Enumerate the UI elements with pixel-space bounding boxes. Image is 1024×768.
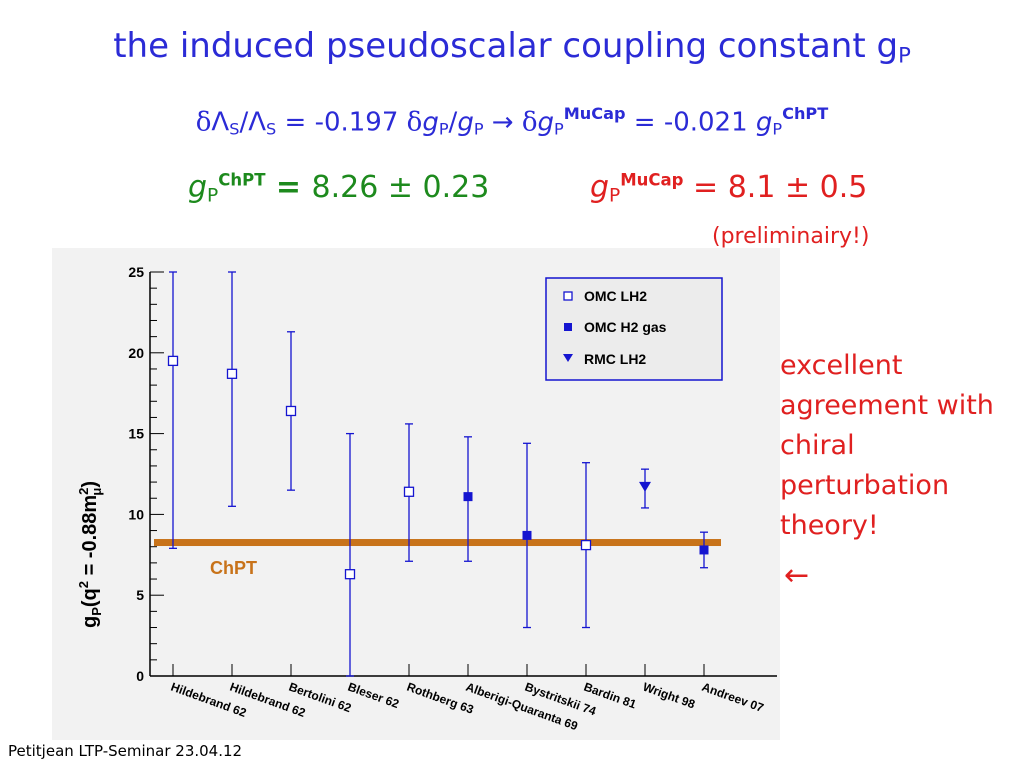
y-tick-label: 10 bbox=[128, 506, 144, 522]
legend-omc-lh2: OMC LH2 bbox=[584, 288, 647, 304]
data-point-filled-square bbox=[522, 530, 532, 540]
y-tick-label: 15 bbox=[128, 426, 144, 442]
data-point-filled-square bbox=[463, 492, 473, 502]
y-tick-labels: 0 5 10 15 20 25 bbox=[128, 264, 144, 684]
legend-triangle-icon bbox=[563, 354, 573, 362]
preliminary-note: (preliminairy!) bbox=[712, 224, 870, 249]
legend-omc-h2-gas: OMC H2 gas bbox=[584, 319, 667, 335]
data-point-open-square bbox=[344, 569, 356, 580]
y-tick-label: 0 bbox=[136, 668, 144, 684]
chpt-band bbox=[154, 539, 721, 547]
gp-theory-value: gPChPT = 8.26 ± 0.23 bbox=[188, 170, 490, 207]
data-point-open-square bbox=[167, 355, 179, 367]
y-tick-label: 20 bbox=[128, 345, 144, 361]
legend-box bbox=[545, 277, 723, 381]
data-points bbox=[167, 271, 709, 677]
data-point-open-square bbox=[226, 368, 238, 379]
y-axis-label: gP(q2 = -0.88m2μ) bbox=[76, 481, 104, 628]
data-point-open-square bbox=[285, 405, 297, 417]
sensitivity-equation: δΛS/ΛS = -0.197 δgP/gP → δgPMuCap = -0.0… bbox=[195, 104, 829, 139]
chpt-band-label: ChPT bbox=[210, 558, 257, 578]
gp-mucap-value: gPMuCap = 8.1 ± 0.5 bbox=[590, 170, 868, 207]
left-arrow-icon: ← bbox=[784, 558, 810, 593]
y-tick-label: 5 bbox=[136, 587, 144, 603]
legend-open-square-icon bbox=[563, 291, 573, 301]
data-point-filled-square bbox=[699, 545, 709, 555]
data-point-open-square bbox=[580, 539, 592, 551]
footer-text: Petitjean LTP-Seminar 23.04.12 bbox=[8, 742, 243, 760]
slide-title: the induced pseudoscalar coupling consta… bbox=[113, 26, 911, 68]
legend-rmc-lh2: RMC LH2 bbox=[584, 351, 646, 367]
data-point-triangle bbox=[639, 481, 651, 492]
legend: OMC LH2 OMC H2 gas RMC LH2 bbox=[545, 277, 723, 381]
chart-axes bbox=[149, 271, 777, 677]
agreement-note: excellent agreement with chiral perturba… bbox=[780, 350, 994, 541]
data-point-open-square bbox=[403, 486, 415, 497]
legend-filled-square-icon bbox=[564, 323, 572, 331]
y-tick-label: 25 bbox=[128, 264, 144, 280]
